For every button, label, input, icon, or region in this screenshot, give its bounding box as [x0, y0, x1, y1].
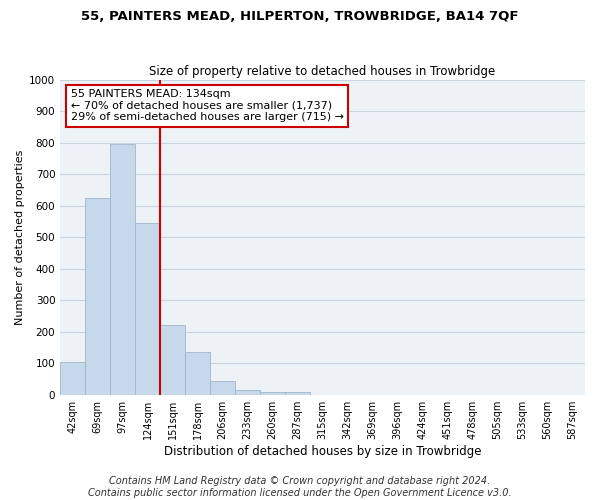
- Bar: [85, 198, 110, 394]
- Bar: [60, 362, 85, 394]
- Bar: [285, 392, 310, 394]
- Bar: [185, 352, 210, 395]
- Text: 55, PAINTERS MEAD, HILPERTON, TROWBRIDGE, BA14 7QF: 55, PAINTERS MEAD, HILPERTON, TROWBRIDGE…: [81, 10, 519, 23]
- Bar: [110, 144, 135, 394]
- Title: Size of property relative to detached houses in Trowbridge: Size of property relative to detached ho…: [149, 66, 496, 78]
- Bar: [160, 326, 185, 394]
- Bar: [235, 390, 260, 394]
- Text: 55 PAINTERS MEAD: 134sqm
← 70% of detached houses are smaller (1,737)
29% of sem: 55 PAINTERS MEAD: 134sqm ← 70% of detach…: [71, 89, 344, 122]
- Text: Contains HM Land Registry data © Crown copyright and database right 2024.
Contai: Contains HM Land Registry data © Crown c…: [88, 476, 512, 498]
- Y-axis label: Number of detached properties: Number of detached properties: [15, 150, 25, 325]
- Bar: [260, 392, 285, 394]
- Bar: [135, 223, 160, 394]
- X-axis label: Distribution of detached houses by size in Trowbridge: Distribution of detached houses by size …: [164, 444, 481, 458]
- Bar: [210, 382, 235, 394]
